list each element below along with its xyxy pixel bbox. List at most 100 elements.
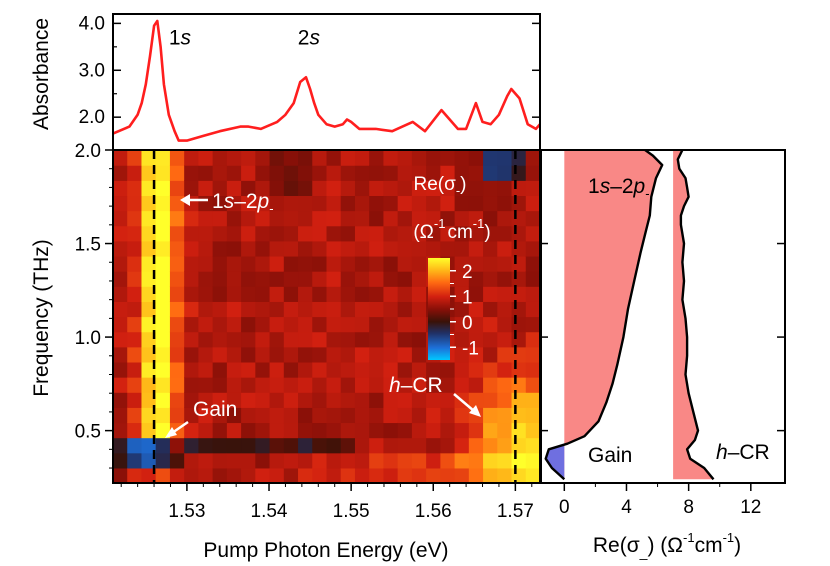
heatmap-cell [326, 180, 342, 197]
pump-energy-markers [152, 150, 517, 483]
heatmap-cell [497, 255, 513, 272]
heatmap-cell [198, 422, 214, 439]
heatmap-cell [411, 392, 427, 408]
heatmap-cell [241, 377, 256, 393]
heatmap-cell [212, 392, 228, 408]
heatmap-cell [212, 361, 228, 378]
heatmap-cell [113, 150, 128, 166]
heatmap-cell [312, 407, 328, 424]
heatmap-cell [483, 361, 498, 378]
heatmap-cell [312, 165, 328, 181]
heatmap-cell [155, 150, 171, 166]
line-1s-2p [544, 150, 664, 481]
heatmap-cell [468, 255, 484, 272]
heatmap-cell [369, 316, 385, 333]
heatmap-cell [141, 422, 157, 439]
heatmap-cell [141, 361, 157, 378]
heatmap-cell [226, 467, 242, 483]
label-1s-2p: 1s–2p- [212, 190, 274, 216]
heatmap-cell [226, 331, 242, 348]
heatmap-cell [255, 195, 271, 212]
heatmap-cell [397, 361, 413, 378]
heatmap-cell [184, 467, 199, 483]
heatmap-cell [127, 437, 143, 454]
heatmap-cell [113, 210, 128, 227]
heatmap-cell [411, 150, 427, 166]
heatmap-cell [454, 346, 470, 363]
heatmap-cell [255, 422, 271, 439]
colorbar: Re(σ-) (Ω-1 cm-1) 2 1 0 -1 [413, 174, 491, 360]
heatmap-cell [283, 180, 299, 197]
heatmap-cell [468, 422, 484, 439]
heatmap-cell [141, 195, 157, 212]
heatmap-cell [369, 240, 385, 257]
colorbar-tick-label: 2 [462, 262, 473, 283]
heatmap-cell [212, 316, 228, 333]
heatmap-cell [511, 452, 527, 469]
heatmap-cell [141, 407, 157, 424]
heatmap-cell [525, 467, 540, 483]
heatmap-cell [497, 210, 513, 227]
peak-label-2s: 2s [298, 26, 321, 49]
heatmap-cell [497, 422, 513, 439]
heatmap-cell [326, 225, 342, 242]
heatmap-cell [184, 180, 199, 197]
heatmap-cell [454, 301, 470, 318]
heatmap-cell [298, 240, 313, 257]
heatmap-cell [298, 331, 313, 348]
heatmap-cell [340, 361, 356, 378]
heatmap-cell [468, 346, 484, 363]
heatmap-cell [255, 225, 271, 242]
heatmap-cell [525, 407, 540, 424]
heatmap-cell [155, 225, 171, 242]
heatmap-cell [198, 452, 214, 469]
heatmap-cell [525, 195, 540, 212]
heatmap-cell [241, 316, 256, 333]
heatmap-cell [497, 225, 513, 242]
heatmap-cell [511, 407, 527, 424]
heatmap-cell [198, 407, 214, 424]
heatmap-cell [426, 467, 441, 483]
heatmap-cell [354, 422, 370, 439]
heatmap-cell [184, 210, 199, 227]
heatmap-panel: 1.53 1.54 1.55 1.56 1.57 0.5 1.0 1.5 2.0 Pump P… [30, 141, 541, 562]
heatmap-cell [184, 240, 199, 257]
heatmap-cell [354, 195, 370, 212]
heatmap-cell [383, 255, 399, 272]
heatmap-cell [411, 316, 427, 333]
heatmap-cell [312, 286, 328, 302]
heatmap-cell [255, 316, 271, 333]
heatmap-cell [113, 301, 128, 318]
heatmap-cell [169, 392, 185, 408]
heatmap-cell [497, 467, 513, 483]
heatmap-cell [525, 377, 540, 393]
heatmap-cell [212, 422, 228, 439]
heatmap-cell [468, 271, 484, 287]
heatmap-cell [241, 286, 256, 302]
heatmap-cell [269, 467, 285, 483]
heatmap-cell [141, 240, 157, 257]
heatmap-cell [483, 150, 498, 166]
heatmap-cell [269, 316, 285, 333]
heatmap-cell [468, 210, 484, 227]
heatmap-cell [169, 271, 185, 287]
heatmap-cell [483, 271, 498, 287]
heatmap-cell [326, 286, 342, 302]
heatmap-cell [169, 452, 185, 469]
heatmap-cell [354, 180, 370, 197]
heatmap-cell [283, 210, 299, 227]
heatmap-cell [198, 195, 214, 212]
heatmap-cell [269, 225, 285, 242]
heatmap-cell [383, 240, 399, 257]
heatmap-cell [440, 180, 456, 197]
heatmap-cell [426, 195, 441, 212]
heatmap-cell [226, 210, 242, 227]
heatmap-cell [340, 437, 356, 454]
heatmap-cell [454, 437, 470, 454]
heatmap-cell [226, 255, 242, 272]
heatmap-cell [397, 407, 413, 424]
heatmap-cell [113, 377, 128, 393]
right-label-1s2p: 1s–2p- [588, 175, 650, 201]
heatmap-cell [169, 407, 185, 424]
heatmap-cell [326, 407, 342, 424]
